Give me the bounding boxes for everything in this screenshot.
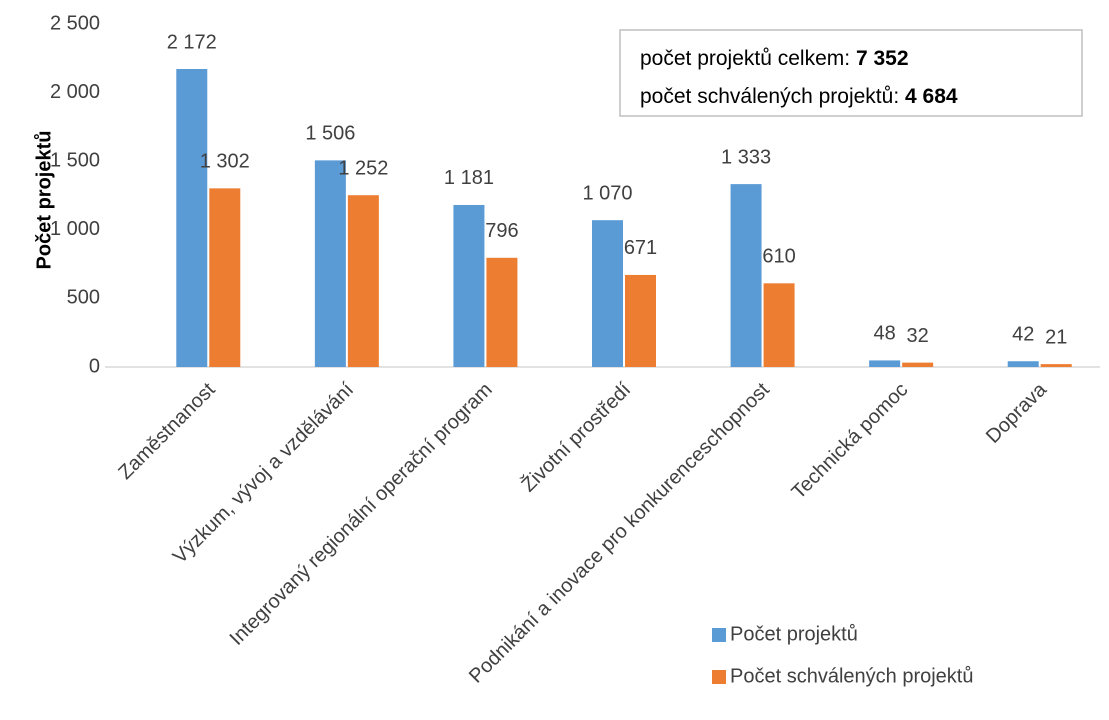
legend-swatch — [712, 628, 726, 642]
bar — [1007, 361, 1039, 367]
bar — [592, 220, 623, 367]
annotation-value: 4 684 — [905, 85, 958, 108]
annotation-value: 7 352 — [856, 47, 909, 70]
y-tick-label: 1 500 — [50, 149, 100, 171]
data-label: 671 — [624, 237, 657, 259]
data-label: 32 — [907, 325, 929, 347]
y-tick-label: 500 — [67, 287, 100, 309]
bar — [1040, 364, 1072, 367]
x-tick-label: Technická pomoc — [788, 379, 913, 504]
y-tick-label: 2 500 — [50, 12, 100, 34]
data-label: 796 — [485, 220, 518, 242]
y-tick-label: 2 000 — [50, 81, 100, 103]
data-label: 48 — [874, 323, 896, 345]
y-tick-label: 1 000 — [50, 218, 100, 240]
bar — [869, 360, 901, 367]
bar — [486, 257, 518, 367]
annotation: počet schválených projektů: 4 684 — [640, 85, 958, 108]
y-axis-title: Počet projektů — [33, 131, 55, 270]
annotation-box — [619, 29, 1083, 117]
data-label: 1 506 — [305, 123, 355, 145]
bar — [347, 195, 379, 367]
annotation-text: počet schválených projektů: — [640, 85, 899, 108]
data-label: 1 181 — [444, 167, 494, 189]
data-label: 1 252 — [338, 158, 388, 180]
data-label: 1 302 — [200, 151, 250, 173]
bar — [625, 274, 656, 367]
x-tick-label: Životní prostředí — [517, 378, 636, 497]
bar — [730, 184, 762, 367]
annotation-text: počet projektů celkem: — [640, 47, 850, 70]
legend-label: Počet projektů — [730, 623, 858, 645]
bar — [902, 362, 934, 367]
data-label: 1 333 — [721, 146, 771, 168]
annotation: počet projektů celkem: 7 352 — [640, 47, 909, 70]
bar — [453, 204, 485, 367]
data-label: 2 172 — [167, 31, 217, 53]
legend-swatch — [712, 670, 726, 684]
x-tick-label: Doprava — [982, 378, 1052, 448]
data-label: 1 070 — [582, 182, 632, 204]
bar — [209, 188, 241, 367]
bar — [176, 69, 208, 368]
x-tick-label: Integrovaný regionální operační program — [226, 379, 497, 650]
data-label: 42 — [1012, 324, 1034, 346]
x-tick-label: Zaměstnanost — [114, 378, 219, 483]
y-tick-label: 0 — [89, 355, 100, 377]
bar — [314, 160, 346, 367]
data-label: 610 — [762, 246, 795, 268]
x-tick-label: Podnikání a inovace pro konkurenceschopn… — [465, 378, 774, 687]
data-label: 21 — [1045, 326, 1067, 348]
bar — [763, 283, 795, 367]
legend-label: Počet schválených projektů — [730, 665, 973, 687]
